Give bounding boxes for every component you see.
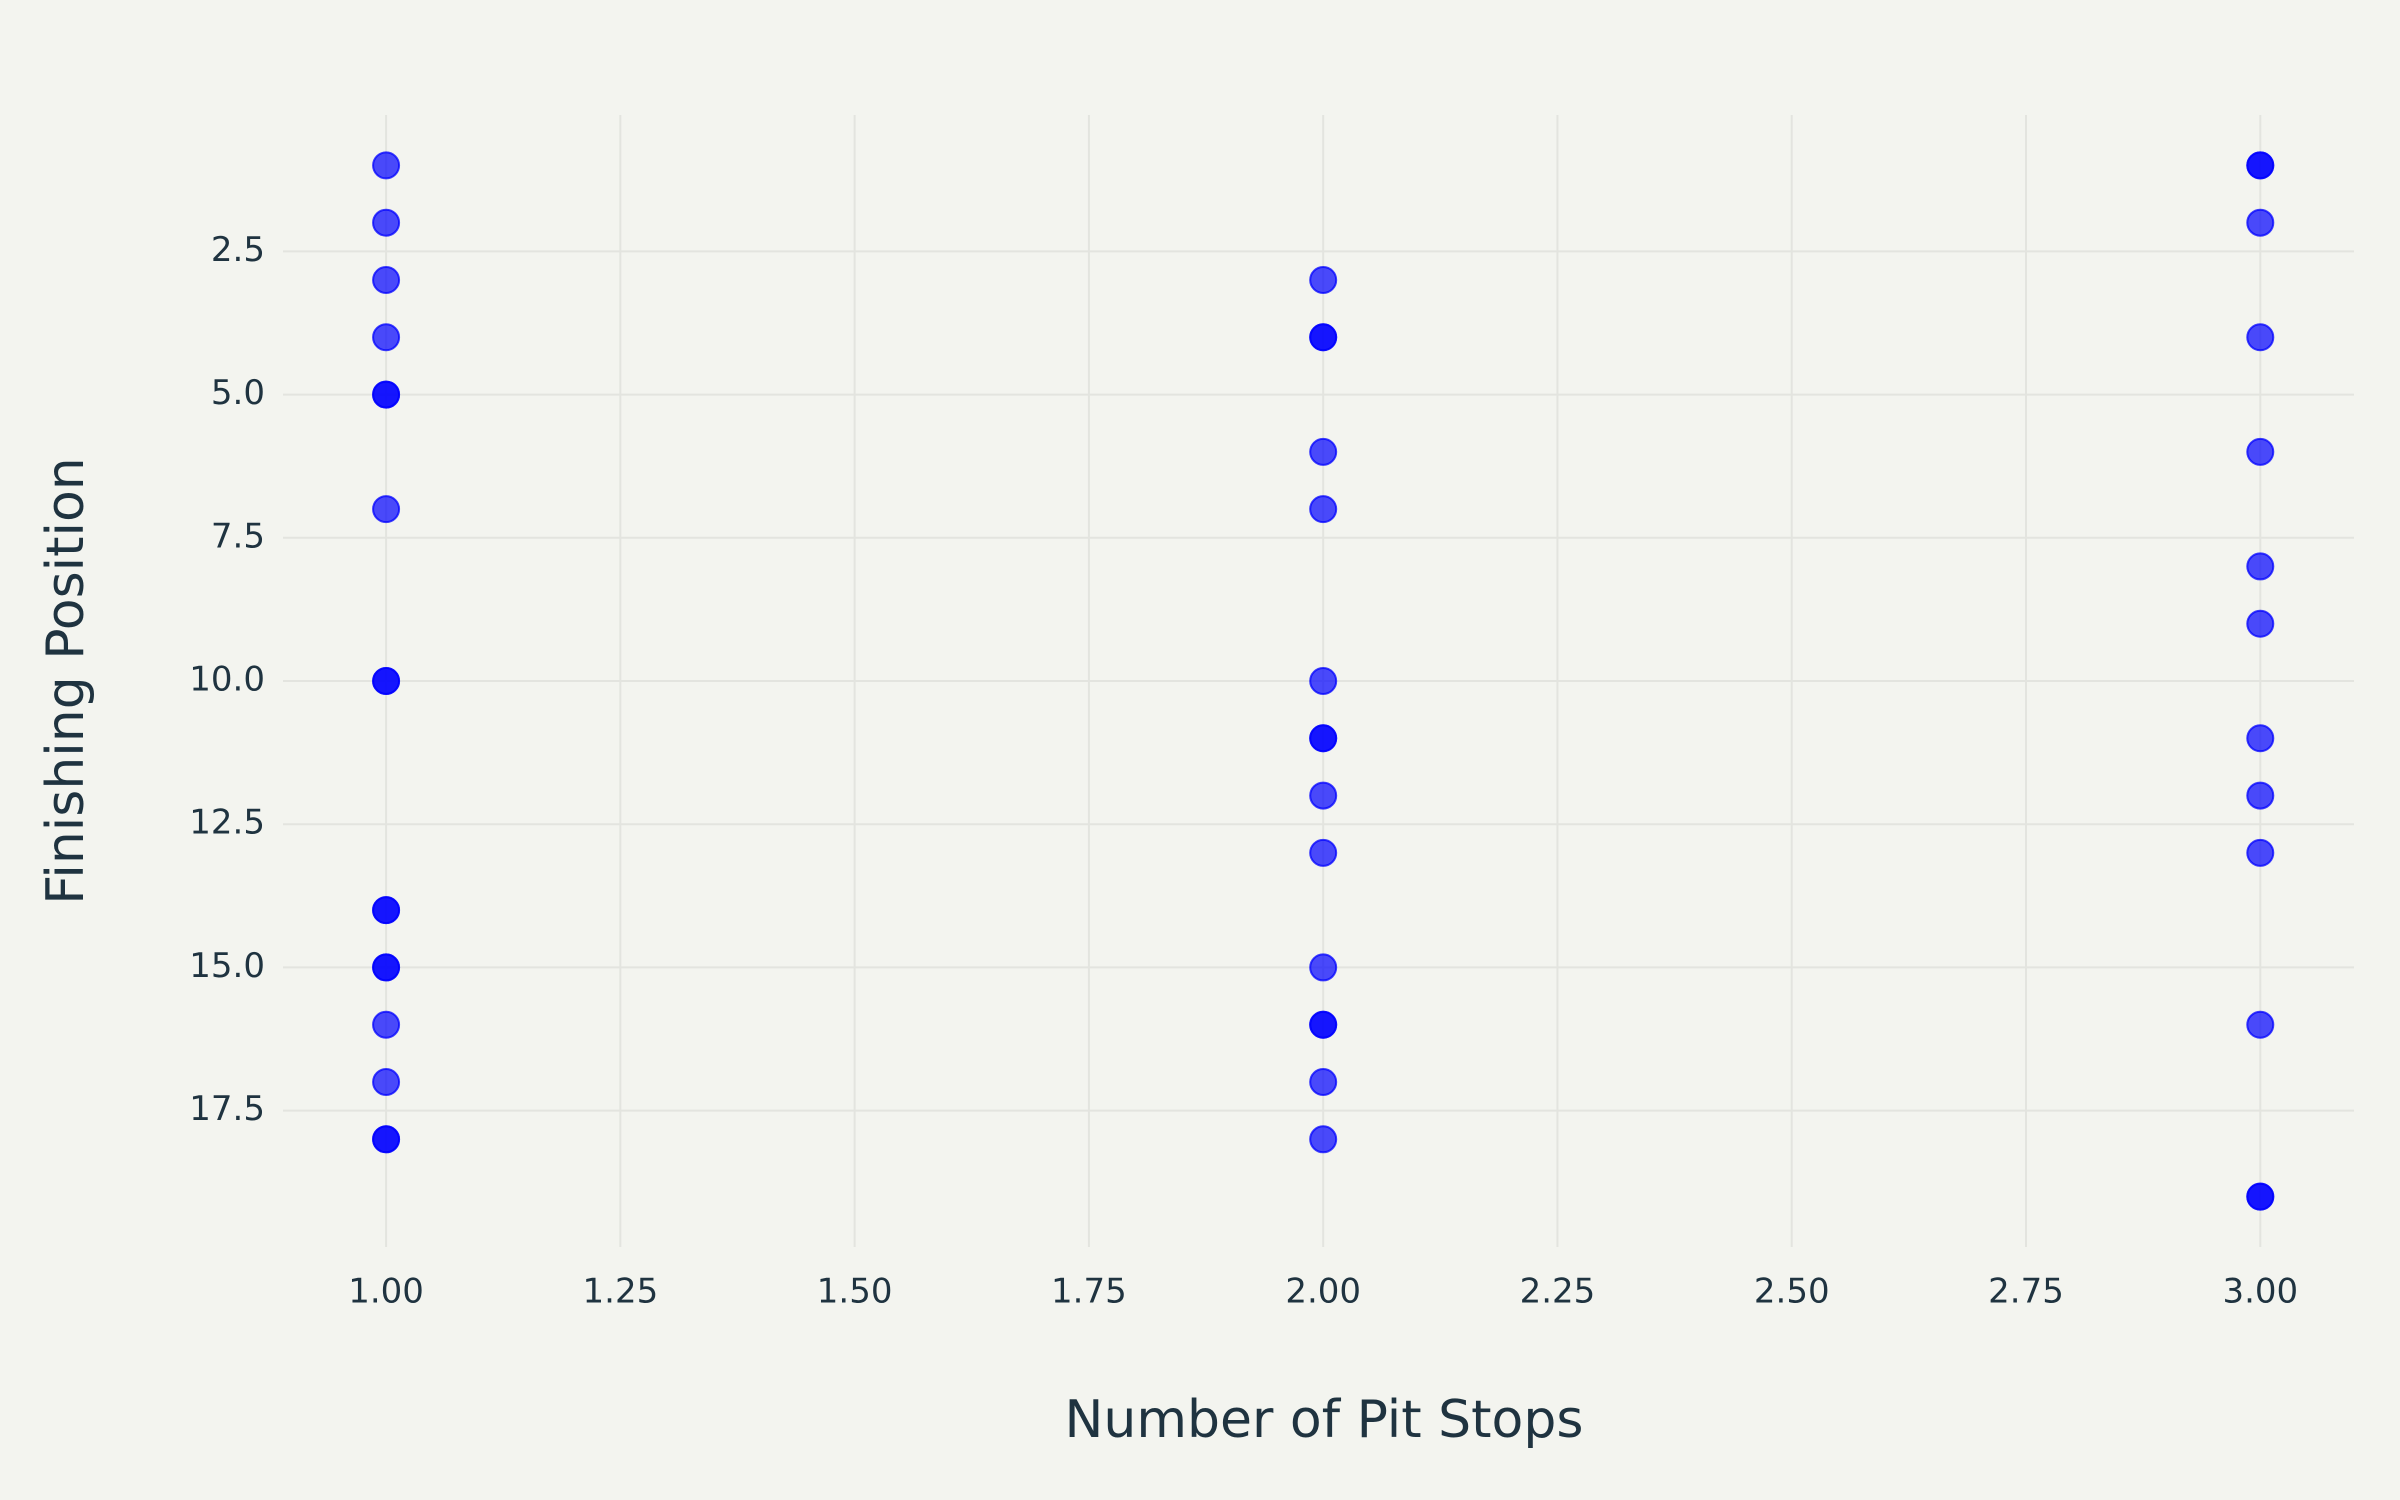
x-tick-label: 1.75 [1051,1272,1127,1312]
y-tick-label: 17.5 [189,1089,265,1129]
point [1309,838,1338,867]
point [2246,437,2275,466]
x-tick-label: 1.50 [817,1272,893,1312]
point [1309,1125,1338,1154]
y-tick-label: 12.5 [189,803,265,843]
x-tick-label: 1.25 [583,1272,659,1312]
x-tick-label: 2.00 [1285,1272,1361,1312]
point [1309,724,1338,753]
point [2246,1010,2275,1039]
point [2246,1182,2275,1211]
point [2246,208,2275,237]
point [372,323,401,352]
y-tick-label: 5.0 [211,373,265,413]
x-tick-label: 2.75 [1988,1272,2064,1312]
point [1309,495,1338,524]
x-axis-title: Number of Pit Stops [1065,1390,1584,1450]
point [372,953,401,982]
point [2246,838,2275,867]
point [372,495,401,524]
point [372,208,401,237]
point [372,151,401,180]
point [372,380,401,409]
point [2246,151,2275,180]
y-tick-label: 10.0 [189,660,265,700]
y-axis-title: Finishing Position [36,457,96,904]
x-tick-label: 2.25 [1520,1272,1596,1312]
point [1309,781,1338,810]
x-tick-label: 3.00 [2222,1272,2298,1312]
point [1309,1010,1338,1039]
point [2246,552,2275,581]
point [2246,724,2275,753]
point [2246,781,2275,810]
point [1309,265,1338,294]
point [372,667,401,695]
point [2246,323,2275,352]
point [1309,667,1338,695]
point [1309,437,1338,466]
point [372,896,401,925]
point [372,1068,401,1097]
point [372,1125,401,1154]
y-tick-label: 15.0 [189,946,265,986]
y-tick-label: 7.5 [211,516,265,556]
point [372,265,401,294]
x-tick-label: 1.00 [348,1272,424,1312]
point [1309,953,1338,982]
point [1309,1068,1338,1097]
point [2246,609,2275,638]
x-tick-label: 2.50 [1754,1272,1830,1312]
y-tick-label: 2.5 [211,230,265,270]
point [372,1010,401,1039]
point [1309,323,1338,352]
